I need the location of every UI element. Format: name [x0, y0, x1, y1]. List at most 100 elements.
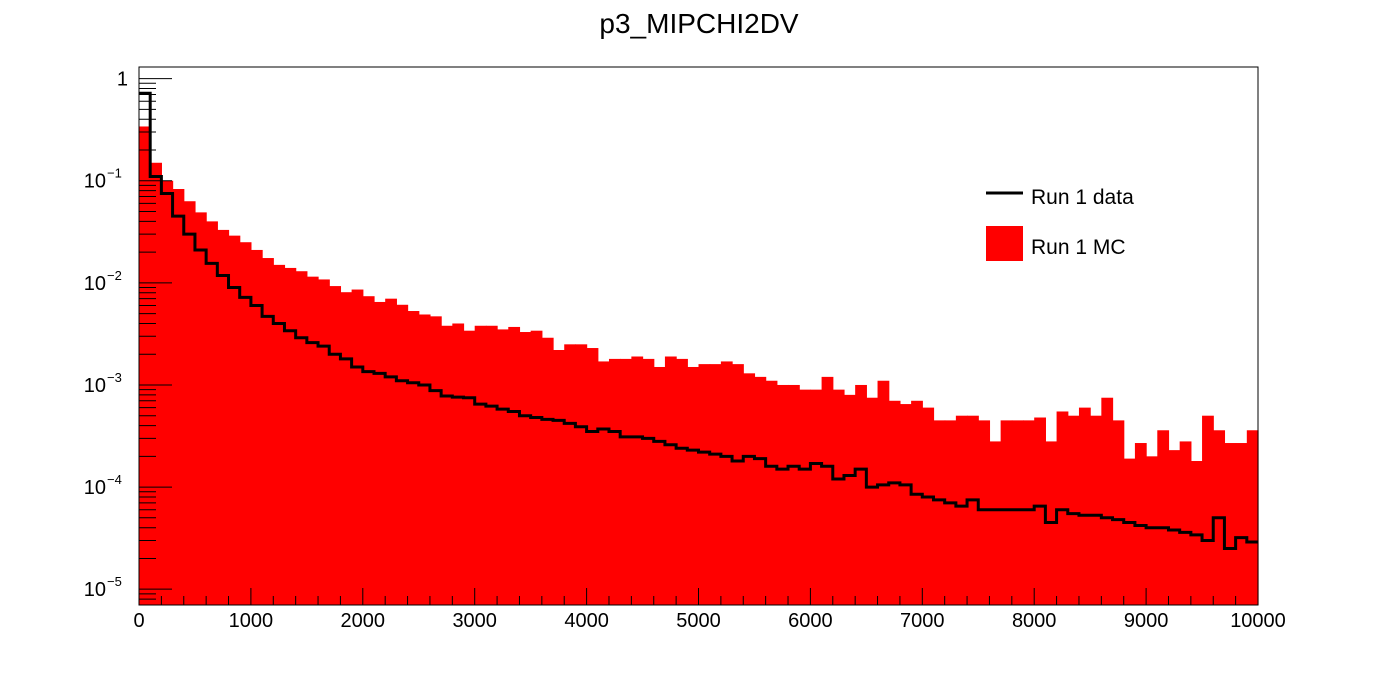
mc-histogram-bar — [373, 301, 386, 605]
mc-histogram-bar — [351, 289, 364, 605]
legend: Run 1 data Run 1 MC — [986, 186, 1134, 261]
mc-histogram-bar — [765, 380, 778, 605]
mc-histogram-bar — [497, 329, 509, 605]
mc-histogram-bar — [1090, 415, 1102, 605]
mc-histogram-bar — [217, 229, 230, 605]
mc-histogram-bar — [698, 364, 711, 605]
mc-histogram-bar — [922, 407, 935, 605]
mc-histogram-bar — [1157, 430, 1170, 605]
y-tick-label: 10 — [84, 171, 106, 193]
mc-histogram-bar — [564, 344, 577, 605]
y-tick-label-exponent: −5 — [107, 574, 122, 589]
y-tick-label: 10 — [84, 477, 106, 499]
mc-histogram-bar — [1202, 415, 1214, 605]
legend-mc-swatch — [986, 226, 1023, 261]
mc-histogram-bar — [1078, 407, 1091, 605]
mc-histogram-bar — [754, 376, 767, 605]
y-tick-label-exponent: −1 — [107, 166, 122, 181]
mc-histogram-bar — [1146, 456, 1158, 605]
mc-histogram-bar — [1023, 420, 1035, 605]
mc-histogram-bar — [485, 325, 498, 605]
mc-histogram-bar — [1112, 420, 1125, 605]
x-tick-label: 2000 — [341, 610, 386, 632]
mc-histogram-bar — [206, 221, 218, 605]
mc-histogram-bar — [720, 361, 733, 605]
y-tick-label-exponent: −3 — [107, 370, 122, 385]
mc-histogram-bar — [329, 286, 342, 605]
axes: 0 1000 2000 3000 4000 5000 6000 7000 8000 9000 100… — [84, 66, 1286, 632]
mc-histogram-bar — [967, 415, 979, 605]
mc-histogram-bar — [1101, 397, 1114, 605]
mc-histogram-bar — [150, 162, 162, 605]
y-tick-label: 1 — [117, 69, 128, 91]
mc-histogram-bar — [530, 330, 543, 605]
x-tick-label: 8000 — [1012, 610, 1057, 632]
mc-histogram-bar — [709, 364, 722, 605]
mc-histogram-bar — [396, 304, 409, 605]
mc-histogram-bar — [295, 271, 308, 605]
mc-histogram-bar — [843, 394, 856, 605]
mc-histogram-bar — [1224, 443, 1237, 605]
mc-histogram-bar — [743, 373, 756, 605]
mc-histogram-bar — [553, 349, 565, 605]
mc-histogram-bar — [463, 330, 476, 605]
mc-histogram-bar — [687, 366, 700, 605]
mc-histogram-bar — [519, 332, 532, 605]
mc-histogram-bar — [955, 415, 968, 605]
mc-histogram-bar — [1067, 415, 1080, 605]
mc-histogram-bar — [1011, 420, 1024, 605]
mc-histogram-bar — [911, 400, 923, 605]
legend-mc-label: Run 1 MC — [1031, 236, 1126, 259]
mc-histogram-bar — [978, 420, 991, 605]
mc-histogram-bar — [586, 348, 599, 605]
mc-histogram-bar — [631, 356, 644, 605]
mc-histogram-bar — [810, 389, 823, 605]
mc-histogram-bar — [306, 276, 319, 605]
mc-histogram-bar — [877, 380, 890, 605]
mc-histogram-bar — [429, 316, 442, 605]
x-tick-label: 0 — [133, 610, 144, 632]
x-tick-label: 6000 — [788, 610, 833, 632]
mc-histogram-bar — [1034, 417, 1046, 605]
mc-histogram-bar — [855, 384, 867, 605]
mc-histogram-bar — [620, 358, 632, 605]
mc-histogram-bar — [1168, 450, 1181, 605]
mc-histogram-bar — [899, 404, 912, 605]
mc-histogram-bar — [161, 180, 174, 605]
mc-histogram-bar — [474, 325, 487, 605]
mc-histogram-bar — [944, 420, 957, 605]
mc-histogram-bar — [989, 441, 1002, 605]
x-tick-label: 3000 — [452, 610, 497, 632]
mc-histogram-bar — [933, 420, 946, 605]
mc-histogram-bar — [228, 235, 241, 605]
mc-histogram-bar — [608, 358, 621, 605]
y-tick-label: 10 — [84, 273, 106, 295]
mc-histogram-bar — [508, 326, 521, 605]
mc-histogram-bar — [866, 397, 879, 605]
mc-histogram-bar — [1000, 420, 1013, 605]
mc-histogram-bar — [575, 344, 588, 605]
mc-histogram-bar — [888, 400, 901, 605]
y-tick-label: 10 — [84, 375, 106, 397]
mc-histogram-bar — [284, 267, 297, 605]
mc-histogram-bar — [1134, 443, 1147, 605]
mc-histogram-bar — [172, 189, 185, 606]
x-tick-label: 4000 — [564, 610, 609, 632]
y-tick-label-exponent: −2 — [107, 268, 122, 283]
mc-histogram-bar — [194, 212, 207, 605]
x-tick-label: 10000 — [1230, 610, 1286, 632]
mc-histogram-bar — [183, 201, 196, 605]
data-histogram-line — [139, 91, 1258, 551]
mc-histogram-bar — [597, 361, 610, 605]
mc-histogram-bar — [1235, 443, 1248, 605]
mc-histogram-bar — [799, 389, 811, 605]
mc-histogram-bar — [362, 296, 375, 605]
mc-histogram-bar — [262, 258, 274, 605]
mc-histogram-bar — [407, 311, 420, 605]
mc-histogram-bar — [1179, 441, 1192, 605]
x-tick-label: 7000 — [900, 610, 945, 632]
legend-data-label: Run 1 data — [1031, 186, 1134, 209]
mc-histogram-bar — [642, 358, 655, 605]
mc-histogram-bar — [318, 279, 330, 605]
